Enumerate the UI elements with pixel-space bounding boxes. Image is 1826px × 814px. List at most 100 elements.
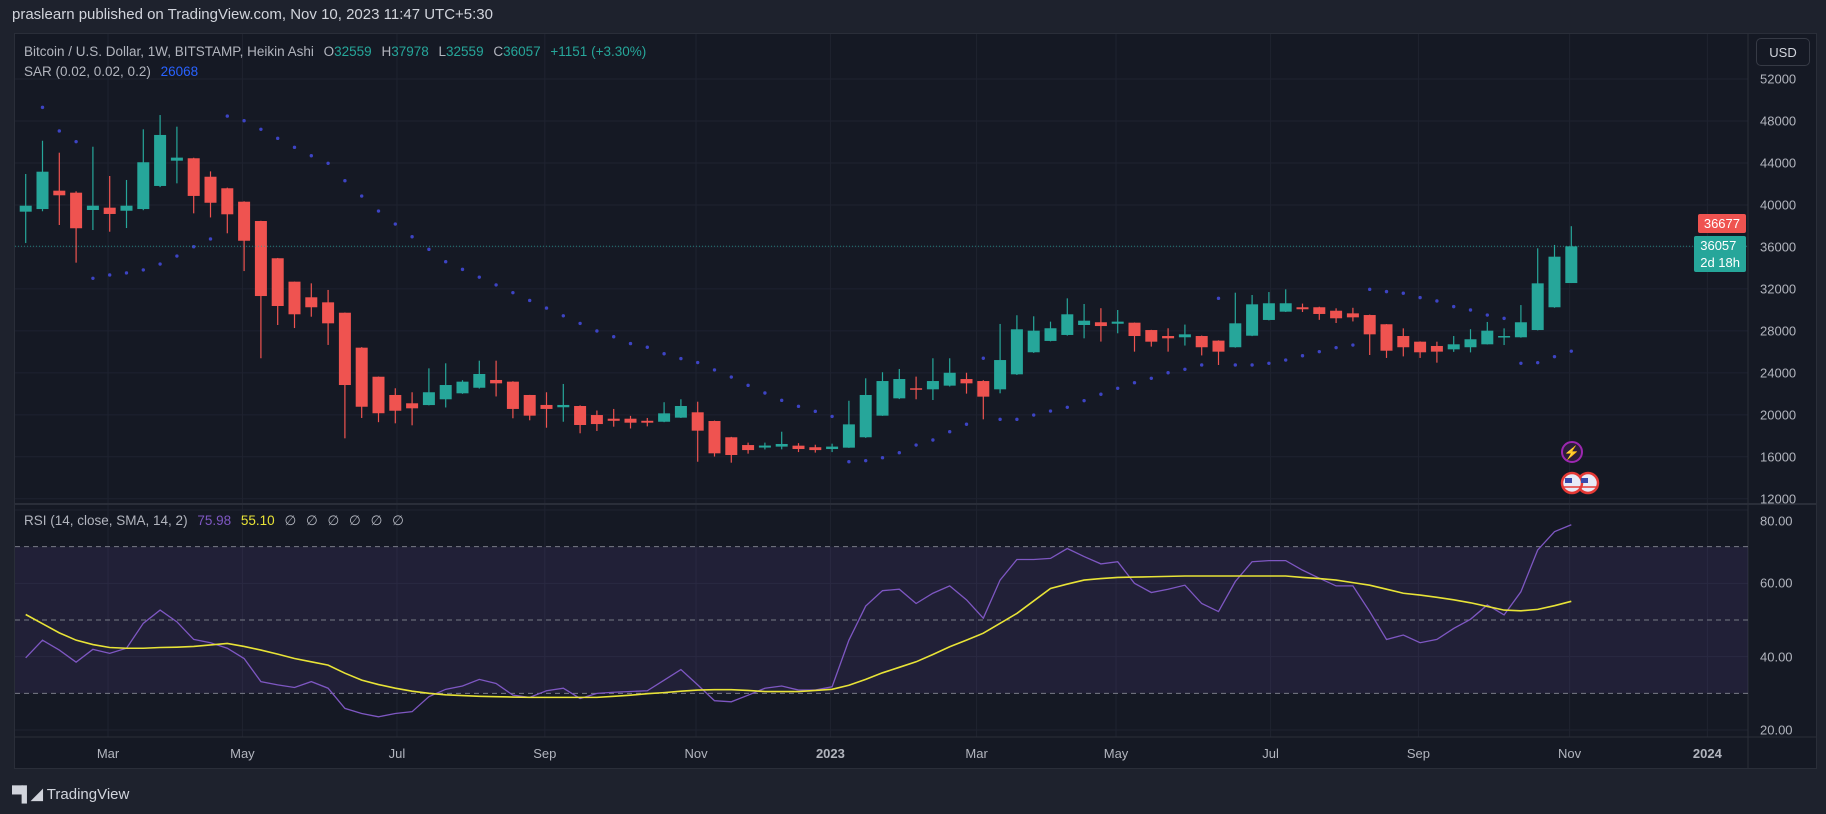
candle-body	[1481, 330, 1494, 345]
candle-body	[1531, 283, 1544, 331]
candle-body	[1313, 307, 1326, 314]
candle-body	[926, 381, 939, 390]
candle-body	[826, 446, 839, 450]
price-tick-label: 16000	[1760, 449, 1797, 465]
candle-body	[1363, 315, 1376, 335]
empty-value: ∅	[327, 513, 340, 528]
candle	[1061, 298, 1074, 336]
sar-dot	[662, 352, 666, 356]
candle-body	[540, 404, 553, 409]
sar-dot	[1099, 392, 1103, 396]
sar-dot	[57, 129, 61, 133]
candle	[1279, 289, 1292, 312]
rsi-value: 75.98	[197, 513, 232, 528]
candle	[641, 417, 654, 427]
candle	[70, 191, 83, 263]
candle-body	[1514, 322, 1527, 338]
candle-body	[1296, 307, 1309, 310]
candle-body	[1094, 322, 1107, 327]
sar-dot	[746, 383, 750, 388]
empty-value: ∅	[349, 513, 361, 528]
candle-body	[254, 221, 267, 297]
candle	[1094, 308, 1107, 342]
price-tick-label: 48000	[1760, 113, 1797, 129]
candle	[523, 394, 536, 421]
candle	[288, 281, 301, 329]
candle	[1414, 341, 1427, 358]
candle	[758, 442, 771, 450]
candle-body	[506, 381, 519, 409]
candle-body	[170, 157, 183, 161]
chart-frame[interactable]	[14, 33, 1817, 769]
candle-body	[523, 394, 536, 416]
candle	[238, 201, 251, 272]
candle-body	[1464, 339, 1477, 348]
sar-dot	[1250, 363, 1254, 367]
candle-body	[1212, 340, 1225, 352]
candle	[1514, 305, 1527, 338]
rsi-tick-label: 20.00	[1760, 722, 1793, 738]
candle-body	[792, 445, 805, 450]
candle	[254, 220, 267, 359]
symbol-title: Bitcoin / U.S. Dollar, 1W, BITSTAMP, Hei…	[24, 44, 314, 59]
candle	[221, 187, 234, 234]
sar-dot	[595, 329, 599, 333]
last-price-tag: 36057 2d 18h	[1694, 236, 1746, 272]
time-tick-label: Sep	[533, 746, 557, 761]
candle-body	[674, 406, 687, 418]
candle	[826, 443, 839, 453]
candle	[86, 146, 99, 231]
sar-dot	[528, 298, 532, 303]
sar-dot	[1015, 417, 1019, 422]
sar-dot	[124, 271, 129, 275]
sar-dot	[360, 194, 364, 198]
time-tick-label: Sep	[1406, 746, 1430, 761]
candle	[1212, 340, 1225, 365]
candle-body	[1565, 246, 1578, 284]
candle-body	[1430, 345, 1443, 352]
sar-dot	[847, 460, 851, 464]
candle	[1330, 308, 1343, 324]
candle-body	[389, 394, 402, 411]
sar-dot	[1032, 413, 1036, 417]
candle	[1246, 294, 1259, 337]
candle	[187, 157, 200, 214]
candle	[1313, 306, 1326, 320]
sar-dot	[1267, 361, 1271, 365]
candle	[742, 442, 755, 454]
candle-body	[238, 201, 251, 241]
sar-dot	[914, 443, 918, 447]
time-tick-label: Mar	[965, 746, 988, 761]
candle-body	[658, 413, 671, 422]
candle-body	[708, 421, 721, 454]
sar-dot	[108, 273, 112, 277]
sar-dot	[208, 237, 213, 241]
sar-dot	[343, 179, 347, 183]
candle	[1346, 307, 1359, 322]
candles	[19, 115, 1578, 463]
sar-dots	[40, 105, 1574, 464]
candle	[1010, 315, 1023, 375]
candle-body	[758, 445, 771, 448]
candle	[1145, 329, 1158, 347]
sar-dot	[1233, 363, 1238, 367]
candle	[775, 431, 788, 450]
sar-dot	[141, 268, 145, 272]
empty-value: ∅	[284, 513, 297, 528]
candle	[1296, 303, 1309, 312]
candle	[1044, 321, 1057, 342]
symbol-legend[interactable]: Bitcoin / U.S. Dollar, 1W, BITSTAMP, Hei…	[24, 44, 652, 59]
sar-dot	[225, 114, 229, 118]
sar-dot	[427, 247, 431, 252]
candle	[1128, 322, 1141, 352]
candle-body	[221, 188, 234, 215]
sar-dot	[511, 290, 515, 295]
sar-legend[interactable]: SAR (0.02, 0.02, 0.2) 26068	[24, 64, 204, 79]
currency-button[interactable]: USD	[1756, 38, 1810, 66]
rsi-legend[interactable]: RSI (14, close, SMA, 14, 2) 75.98 55.10 …	[24, 513, 410, 529]
time-tick-label: May	[1103, 746, 1129, 761]
candle	[1498, 328, 1511, 346]
sar-dot	[780, 398, 784, 403]
footer[interactable]: ▀▌◢ TradingView	[12, 785, 129, 804]
